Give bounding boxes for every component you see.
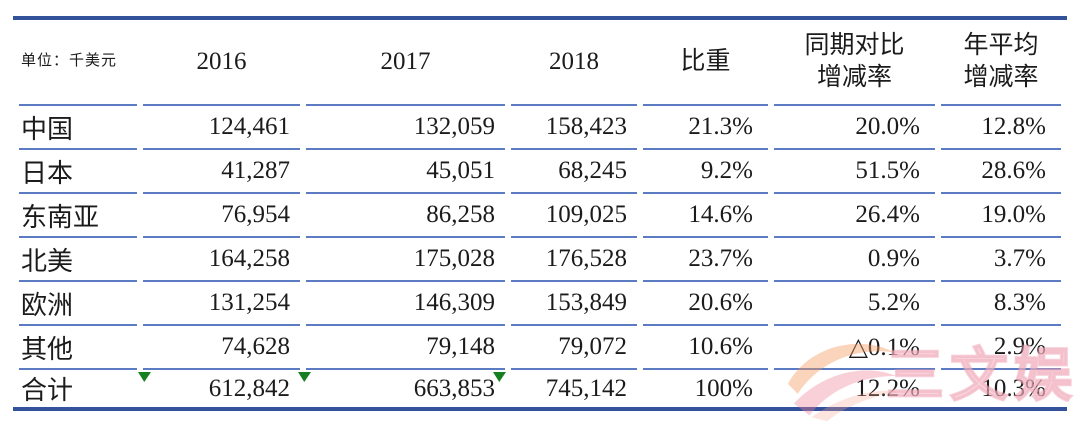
col-header-avg-line1: 年平均 [963,31,1039,59]
cell-2017: 175,028 [306,238,505,282]
cell-avg-change: 12.8% [941,106,1061,150]
cell-avg-change: 3.7% [941,238,1061,282]
cell-2016: 41,287 [143,150,300,194]
region-label: 中国 [19,106,137,150]
cell-yoy-change: 12.2% [855,374,920,402]
cell-yoy-change: 0.9% [774,238,935,282]
col-header-2017: 2017 [306,20,505,106]
cell-2016: 124,461 [143,106,300,150]
green-flag-icon [298,372,311,382]
region-label: 日本 [19,150,137,194]
cell-yoy-change: △0.1% [774,326,935,370]
green-flag-icon [138,372,151,382]
cell-2016: 74,628 [143,326,300,370]
col-header-2016: 2016 [143,20,300,106]
table-row: 欧洲 131,254 146,309 153,849 20.6% 5.2% 8.… [19,282,1061,326]
table-body: 中国 124,461 132,059 158,423 21.3% 20.0% 1… [19,106,1061,407]
cell-yoy-change: 51.5% [774,150,935,194]
col-header-2018: 2018 [511,20,637,106]
cell-yoy-change: 5.2% [774,282,935,326]
cell-2018: 109,025 [511,194,637,238]
cell-2018: 68,245 [511,150,637,194]
table-row: 东南亚 76,954 86,258 109,025 14.6% 26.4% 19… [19,194,1061,238]
cell-2018: 745,142 [545,374,627,402]
cell-2017: 146,309 [306,282,505,326]
cell-avg-change: 19.0% [941,194,1061,238]
revenue-by-region-table: 单位：千美元 2016 2017 2018 比重 同期对比 增减率 年平均 增减率 … [13,16,1067,411]
cell-2018: 79,072 [511,326,637,370]
col-header-share: 比重 [643,20,768,106]
cell-share: 20.6% [643,282,768,326]
cell-share: 9.2% [643,150,768,194]
cell-2017: 663,853 [413,374,495,402]
cell-2016: 76,954 [143,194,300,238]
cell-avg-change: 2.9% [941,326,1061,370]
region-label: 东南亚 [19,194,137,238]
col-header-yoy-line2: 增减率 [816,64,892,91]
cell-avg-change: 28.6% [941,150,1061,194]
region-label: 欧洲 [19,282,137,326]
cell-2017: 45,051 [306,150,505,194]
unit-label: 单位：千美元 [19,20,137,106]
cell-avg-change: 8.3% [941,282,1061,326]
cell-2016: 164,258 [143,238,300,282]
cell-2018: 158,423 [511,106,637,150]
table-row: 其他 74,628 79,148 79,072 10.6% △0.1% 2.9% [19,326,1061,370]
table-row: 合计 612,842 663,853 745,142 100% 12.2% 10… [19,370,1061,407]
table-row: 日本 41,287 45,051 68,245 9.2% 51.5% 28.6% [19,150,1061,194]
cell-share: 14.6% [643,194,768,238]
table-row: 中国 124,461 132,059 158,423 21.3% 20.0% 1… [19,106,1061,150]
table-row: 北美 164,258 175,028 176,528 23.7% 0.9% 3.… [19,238,1061,282]
cell-yoy-change: 26.4% [774,194,935,238]
cell-2017: 79,148 [306,326,505,370]
col-header-yoy-change: 同期对比 增减率 [774,20,935,106]
region-label: 合计 [21,376,74,405]
cell-share: 100% [694,374,753,402]
cell-2018: 176,528 [511,238,637,282]
cell-2017: 132,059 [306,106,505,150]
region-label: 其他 [19,326,137,370]
cell-share: 23.7% [643,238,768,282]
col-header-avg-line2: 增减率 [963,64,1039,91]
cell-share: 10.6% [643,326,768,370]
cell-2016: 612,842 [208,374,290,402]
col-header-yoy-line1: 同期对比 [804,31,905,59]
table-header-row: 单位：千美元 2016 2017 2018 比重 同期对比增减率 年平均增减率 [19,20,1061,106]
cell-2017: 86,258 [306,194,505,238]
cell-2018: 153,849 [511,282,637,326]
cell-yoy-change: 20.0% [774,106,935,150]
col-header-avg-change: 年平均 增减率 [941,20,1061,106]
cell-2016: 131,254 [143,282,300,326]
region-label: 北美 [19,238,137,282]
cell-share: 21.3% [643,106,768,150]
cell-avg-change: 10.3% [981,374,1046,402]
green-flag-icon [493,372,506,382]
